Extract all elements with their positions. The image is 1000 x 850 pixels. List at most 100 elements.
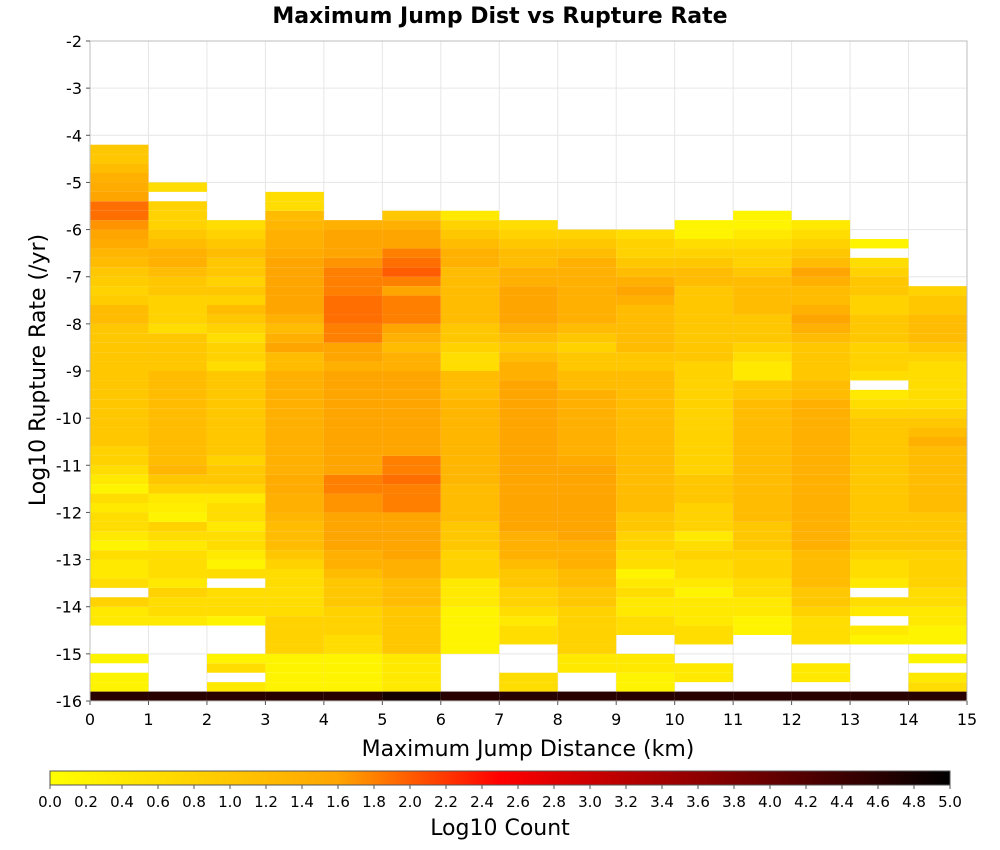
heatmap-cell [206,446,266,456]
colorbar-tick-label: 4.8 [902,793,926,811]
heatmap-cell [499,380,558,390]
heatmap-cell [265,427,324,437]
heatmap-cell [908,625,967,635]
heatmap-cell [733,437,792,447]
heatmap-cell [148,606,207,617]
heatmap-cell [206,653,266,664]
heatmap-cell [733,305,792,315]
heatmap-cell [148,691,207,701]
heatmap-cell [499,305,558,315]
heatmap-cell [733,521,792,532]
heatmap-cell [90,201,149,211]
heatmap-cell [791,408,851,419]
heatmap-cell [908,446,967,456]
heatmap-cell [499,371,558,381]
heatmap-cell [148,559,207,569]
heatmap-cell [265,361,324,371]
heatmap-cell [440,531,500,541]
heatmap-cell [323,333,383,343]
heatmap-cell [265,191,324,202]
heatmap-cell [323,493,383,503]
heatmap-cell [557,371,617,381]
heatmap-cell [499,352,558,362]
heatmap-cell [265,616,324,626]
heatmap-cell [265,352,324,362]
x-tick-label: 12 [781,710,801,729]
heatmap-cell [90,512,149,522]
heatmap-cell [733,455,792,466]
heatmap-cell [616,248,675,258]
heatmap-cell [674,361,734,371]
heatmap-cell [850,305,909,315]
heatmap-cell [265,653,324,664]
heatmap-cell [265,295,324,305]
x-tick-label: 14 [898,710,918,729]
heatmap-cell [323,361,383,371]
heatmap-cell [382,371,441,381]
heatmap-cell [674,446,734,456]
heatmap-cell [908,323,967,334]
heatmap-cell [265,446,324,456]
heatmap-cell [323,323,383,334]
heatmap-cell [850,418,909,428]
heatmap-cell [557,257,617,268]
heatmap-cell [674,521,734,532]
heatmap-cell [674,239,734,249]
heatmap-cell [733,380,792,390]
heatmap-cell [908,427,967,437]
heatmap-cell [850,333,909,343]
heatmap-cell [733,248,792,258]
heatmap-cell [90,597,149,607]
heatmap-cell [323,257,383,268]
heatmap-cell [733,446,792,456]
heatmap-cell [206,550,266,560]
heatmap-cell [440,418,500,428]
colorbar-tick-label: 0.6 [146,793,170,811]
heatmap-cell [850,437,909,447]
heatmap-cell [791,229,851,239]
heatmap-cell [440,276,500,287]
heatmap-cell [733,220,792,230]
heatmap-cell [557,295,617,305]
heatmap-cell [791,342,851,353]
heatmap-cell [499,248,558,258]
x-tick-label: 15 [957,710,977,729]
heatmap-cell [557,352,617,362]
heatmap-cell [499,239,558,249]
heatmap-cell [674,399,734,409]
heatmap-cell [90,540,149,551]
heatmap-cell [850,597,909,607]
heatmap-cell [616,286,675,296]
y-tick-label: -15 [56,645,82,664]
heatmap-cell [382,540,441,551]
heatmap-cell [908,559,967,569]
heatmap-cell [616,437,675,447]
heatmap-cell [382,672,441,683]
heatmap-cell [850,257,909,268]
heatmap-cell [791,691,851,701]
heatmap-cell [499,333,558,343]
heatmap-cell [148,333,207,343]
heatmap-cell [148,248,207,258]
x-tick-label: 2 [202,710,212,729]
colorbar-tick-label: 4.4 [830,793,854,811]
heatmap-cell [908,352,967,362]
heatmap-cell [323,512,383,522]
heatmap-cell [323,380,383,390]
heatmap-cell [206,239,266,249]
heatmap-cell [323,408,383,419]
heatmap-cell [850,286,909,296]
heatmap-cell [557,455,617,466]
heatmap-cell [616,427,675,437]
heatmap-cell [850,295,909,305]
heatmap-cell [265,550,324,560]
heatmap-cell [616,352,675,362]
heatmap-cell [674,672,734,683]
heatmap-cell [908,672,967,683]
heatmap-cell [733,276,792,287]
heatmap-cell [499,427,558,437]
heatmap-cell [265,644,324,654]
heatmap-cell [499,314,558,324]
heatmap-cell [90,182,149,192]
colorbar-tick-label: 2.2 [434,793,458,811]
